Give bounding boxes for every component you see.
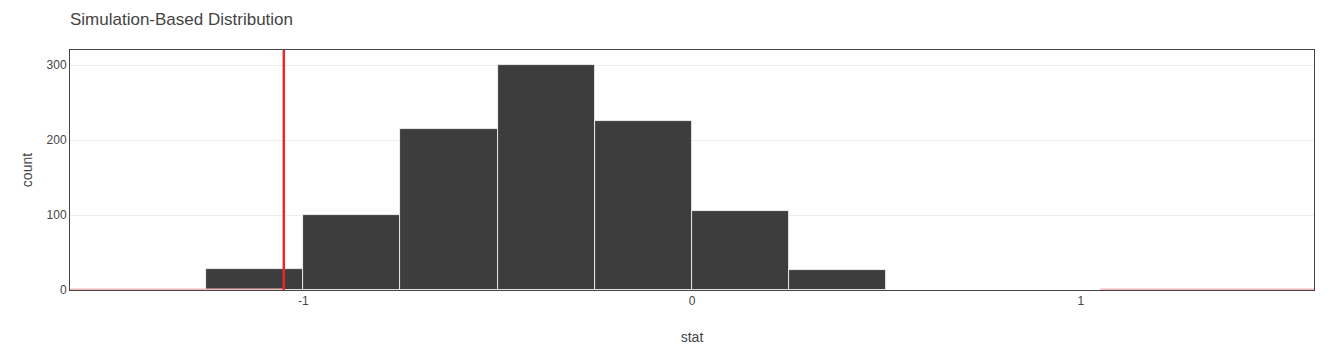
svg-text:0: 0: [689, 294, 696, 308]
svg-text:-1: -1: [298, 294, 309, 308]
svg-text:stat: stat: [681, 329, 704, 345]
svg-text:100: 100: [47, 208, 67, 222]
svg-text:300: 300: [47, 58, 67, 72]
svg-text:1: 1: [1077, 294, 1084, 308]
svg-text:count: count: [19, 153, 35, 187]
svg-text:0: 0: [60, 283, 67, 297]
svg-text:200: 200: [47, 133, 67, 147]
svg-text:Simulation-Based Distribution: Simulation-Based Distribution: [70, 10, 293, 29]
